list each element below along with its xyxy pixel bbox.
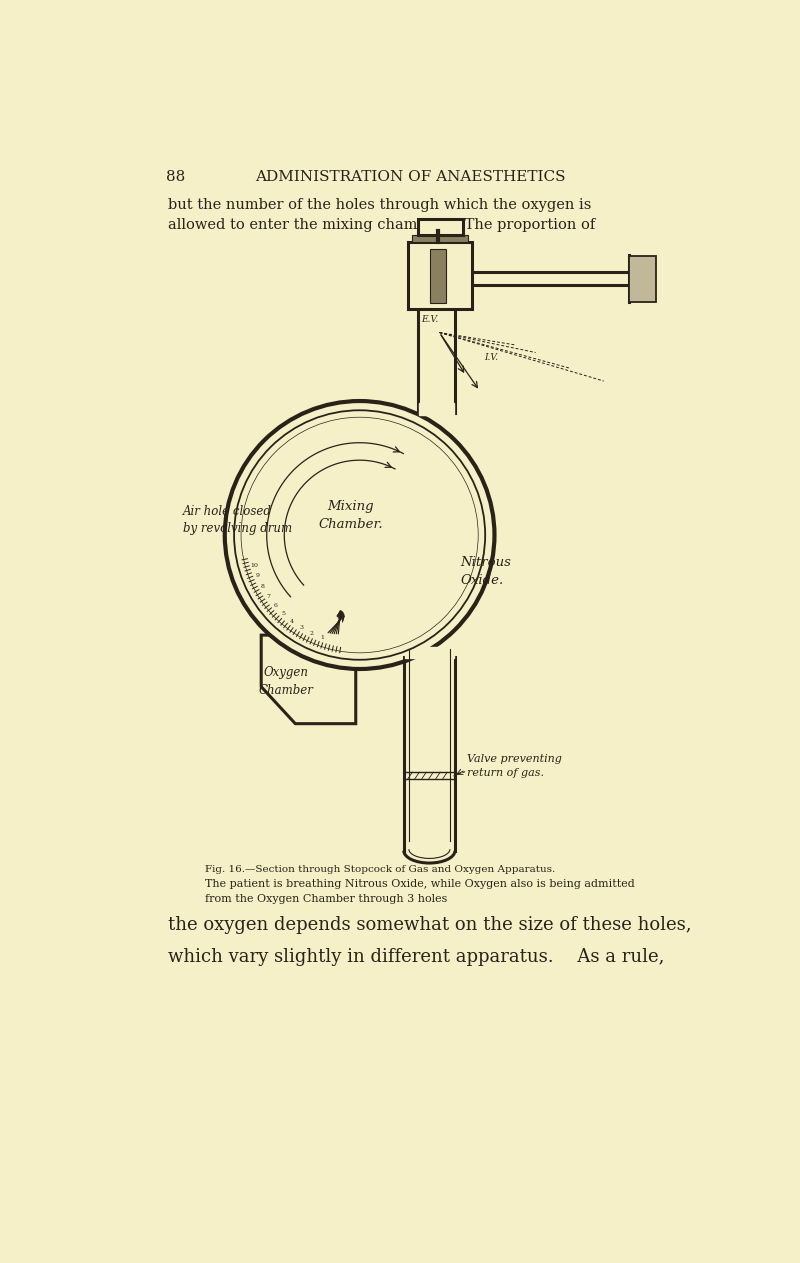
Text: but the number of the holes through which the oxygen is: but the number of the holes through whic…	[168, 198, 591, 212]
Text: 1: 1	[320, 635, 324, 640]
Text: 88: 88	[166, 169, 185, 184]
Polygon shape	[262, 635, 356, 724]
Text: The patient is breathing Nitrous Oxide, while Oxygen also is being admitted: The patient is breathing Nitrous Oxide, …	[205, 879, 634, 889]
Circle shape	[225, 402, 494, 669]
Text: 4: 4	[290, 619, 294, 624]
Bar	[629, 255, 657, 302]
Text: from the Oxygen Chamber through 3 holes: from the Oxygen Chamber through 3 holes	[205, 894, 447, 904]
Text: 8: 8	[261, 584, 265, 589]
Text: the oxygen depends somewhat on the size of these holes,: the oxygen depends somewhat on the size …	[168, 916, 692, 935]
Text: allowed to enter the mixing chamber.  The proportion of: allowed to enter the mixing chamber. The…	[168, 218, 595, 232]
Text: Mixing
Chamber.: Mixing Chamber.	[318, 500, 382, 532]
Text: E.V.: E.V.	[421, 314, 438, 323]
Bar	[409, 241, 472, 309]
Text: which vary slightly in different apparatus.  As a rule,: which vary slightly in different apparat…	[168, 949, 665, 966]
Text: 5: 5	[281, 611, 285, 616]
Bar	[418, 218, 462, 235]
Text: 10: 10	[250, 562, 258, 567]
Text: Valve preventing
return of gas.: Valve preventing return of gas.	[466, 754, 562, 778]
Bar	[418, 403, 454, 416]
Text: 9: 9	[255, 573, 259, 578]
Text: 2: 2	[310, 630, 314, 635]
Text: ADMINISTRATION OF ANAESTHETICS: ADMINISTRATION OF ANAESTHETICS	[254, 169, 566, 184]
Bar	[430, 249, 446, 303]
Text: Oxygen
Chamber: Oxygen Chamber	[258, 666, 314, 697]
Text: Air hole closed
by revolving drum: Air hole closed by revolving drum	[183, 505, 292, 534]
Bar	[405, 648, 454, 658]
Text: I.V.: I.V.	[484, 354, 498, 362]
Bar	[412, 235, 468, 241]
Text: Fig. 16.—Section through Stopcock of Gas and Oxygen Apparatus.: Fig. 16.—Section through Stopcock of Gas…	[205, 864, 555, 874]
Text: 7: 7	[266, 594, 270, 599]
Text: Nitrous
Oxide.: Nitrous Oxide.	[460, 556, 511, 587]
Text: 3: 3	[299, 625, 303, 630]
Text: 6: 6	[274, 602, 278, 608]
